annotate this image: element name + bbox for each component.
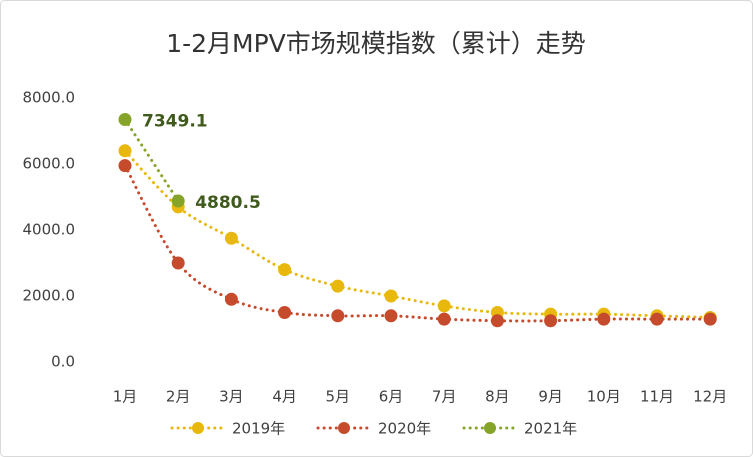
point	[331, 279, 345, 293]
y-tick-label: 4000.0	[23, 221, 76, 239]
point	[384, 309, 398, 323]
x-tick-label: 4月	[272, 388, 297, 406]
point	[118, 112, 132, 126]
x-tick-label: 9月	[538, 388, 563, 406]
data-label: 7349.1	[142, 111, 208, 131]
legend-marker	[338, 422, 350, 434]
point	[278, 306, 292, 319]
point	[171, 256, 185, 270]
point	[384, 289, 398, 303]
x-tick-label: 6月	[379, 388, 404, 406]
y-tick-label: 0.0	[51, 353, 75, 371]
x-tick-label: 7月	[432, 388, 457, 406]
x-tick-label: 8月	[485, 388, 510, 406]
x-tick-label: 5月	[326, 388, 351, 406]
y-tick-label: 6000.0	[23, 155, 76, 173]
x-tick-label: 2月	[166, 388, 191, 406]
point	[171, 194, 185, 208]
x-tick-label: 11月	[640, 388, 674, 406]
data-label: 4880.5	[195, 193, 261, 213]
point	[331, 309, 345, 323]
point	[437, 312, 451, 326]
x-tick-label: 10月	[587, 388, 621, 406]
legend-label: 2019年	[232, 420, 285, 438]
legend-marker	[192, 422, 204, 434]
point	[224, 292, 238, 306]
chart-title: 1-2月MPV市场规模指数（累计）走势	[166, 29, 586, 58]
y-tick-label: 2000.0	[23, 287, 76, 305]
y-tick-label: 8000.0	[23, 89, 76, 107]
point	[544, 314, 558, 328]
point	[224, 231, 238, 245]
point	[278, 263, 292, 277]
x-tick-label: 1月	[113, 388, 138, 406]
x-tick-label: 3月	[219, 388, 244, 406]
legend-label: 2020年	[378, 420, 431, 438]
point	[703, 312, 717, 326]
x-tick-label: 12月	[693, 388, 727, 406]
point	[490, 314, 504, 328]
point	[437, 299, 451, 313]
point	[118, 144, 132, 158]
point	[597, 312, 611, 326]
series-line	[123, 149, 712, 319]
point	[650, 312, 664, 326]
point	[118, 159, 132, 173]
legend-marker	[484, 422, 496, 434]
legend-label: 2021年	[524, 420, 577, 438]
